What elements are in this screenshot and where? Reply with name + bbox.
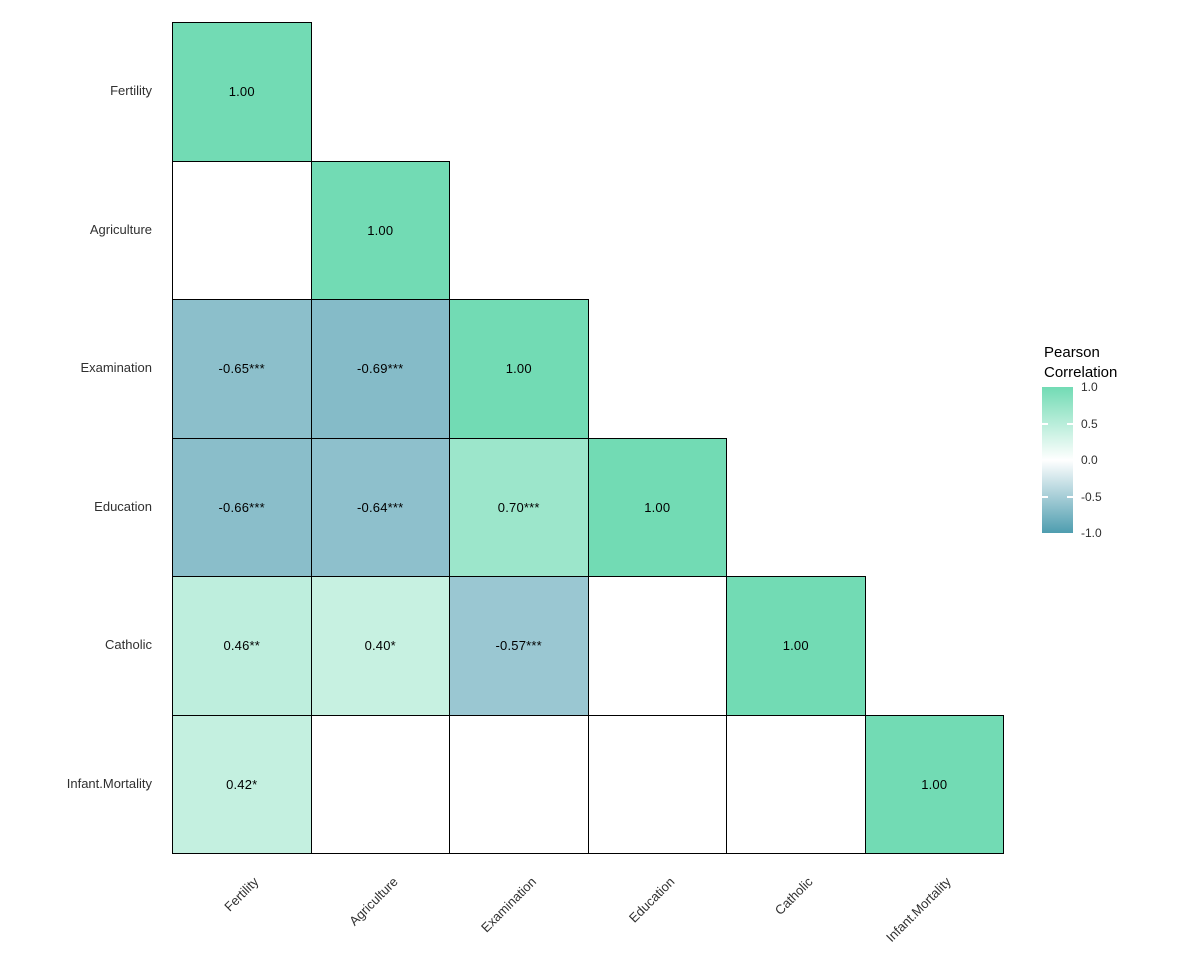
x-axis-label-Agriculture: Agriculture	[345, 874, 401, 929]
correlation-value: -0.69***	[357, 361, 404, 377]
matrix-cell-Fertility-Fertility: 1.00	[172, 22, 312, 162]
matrix-cell-Examination-Agriculture: -0.69***	[310, 299, 450, 439]
legend-title: Pearson Correlation	[1044, 344, 1118, 381]
matrix-cell-Infant.Mortality-Infant.Mortality: 1.00	[864, 714, 1004, 854]
correlation-value: 1.00	[505, 361, 532, 377]
legend-tick-mark	[1067, 422, 1073, 425]
correlation-value: 1.00	[782, 638, 809, 654]
y-axis-label-Examination: Examination	[80, 360, 152, 376]
y-axis-label-Agriculture: Agriculture	[89, 221, 152, 237]
matrix-cell-Education-Examination: 0.70***	[449, 437, 589, 577]
matrix-cell-Infant.Mortality-Examination	[449, 714, 589, 854]
matrix-cell-Catholic-Fertility: 0.46**	[172, 576, 312, 716]
legend-tick-label-0.0: 0.0	[1081, 453, 1098, 467]
legend-tick-label--0.5: -0.5	[1081, 489, 1102, 504]
y-axis-label-Infant.Mortality: Infant.Mortality	[66, 775, 152, 791]
matrix-cell-Education-Education: 1.00	[587, 437, 727, 577]
matrix-cell-Education-Agriculture: -0.64***	[310, 437, 450, 577]
correlation-value: 1.00	[921, 776, 948, 792]
correlation-value: 0.46**	[223, 638, 261, 654]
matrix-cell-Infant.Mortality-Catholic	[726, 714, 866, 854]
legend-tick-mark	[1042, 422, 1048, 425]
correlation-value: 0.40*	[364, 638, 396, 654]
matrix-cell-Agriculture-Fertility	[172, 160, 312, 300]
matrix-cell-Infant.Mortality-Fertility: 0.42*	[172, 714, 312, 854]
y-axis-label-Education: Education	[94, 498, 152, 514]
y-axis-label-Fertility: Fertility	[110, 83, 152, 99]
matrix-cell-Catholic-Examination: -0.57***	[449, 576, 589, 716]
matrix-cell-Infant.Mortality-Education	[587, 714, 727, 854]
matrix-cell-Examination-Examination: 1.00	[449, 299, 589, 439]
matrix-cell-Catholic-Catholic: 1.00	[726, 576, 866, 716]
legend-gradient-bar	[1042, 387, 1073, 533]
x-axis-label-Infant.Mortality: Infant.Mortality	[883, 874, 955, 945]
matrix-cell-Catholic-Education	[587, 576, 727, 716]
legend-tick-mark	[1067, 495, 1073, 498]
legend-tick-label-0.5: 0.5	[1081, 416, 1098, 431]
correlation-value: 1.00	[644, 499, 671, 515]
correlation-value: 1.00	[367, 222, 394, 238]
correlation-value: 0.42*	[226, 776, 258, 792]
correlation-value: 0.70***	[497, 499, 540, 515]
matrix-cell-Examination-Fertility: -0.65***	[172, 299, 312, 439]
x-axis-label-Fertility: Fertility	[221, 874, 262, 915]
legend-tick-mark	[1042, 495, 1048, 498]
correlation-value: -0.64***	[357, 499, 404, 515]
correlation-value: -0.65***	[218, 361, 265, 377]
x-axis-label-Examination: Examination	[477, 874, 539, 936]
x-axis-label-Catholic: Catholic	[772, 874, 816, 918]
correlation-value: -0.57***	[495, 638, 542, 654]
matrix-cell-Catholic-Agriculture: 0.40*	[310, 576, 450, 716]
legend-tick-label-1.0: 1.0	[1081, 380, 1098, 394]
matrix-cell-Education-Fertility: -0.66***	[172, 437, 312, 577]
matrix-cell-Infant.Mortality-Agriculture	[310, 714, 450, 854]
y-axis-label-Catholic: Catholic	[105, 637, 152, 653]
legend-tick-label--1.0: -1.0	[1081, 526, 1102, 540]
correlation-value: -0.66***	[218, 499, 265, 515]
correlation-value: 1.00	[228, 84, 255, 100]
matrix-cell-Agriculture-Agriculture: 1.00	[310, 160, 450, 300]
x-axis-label-Education: Education	[625, 874, 678, 926]
